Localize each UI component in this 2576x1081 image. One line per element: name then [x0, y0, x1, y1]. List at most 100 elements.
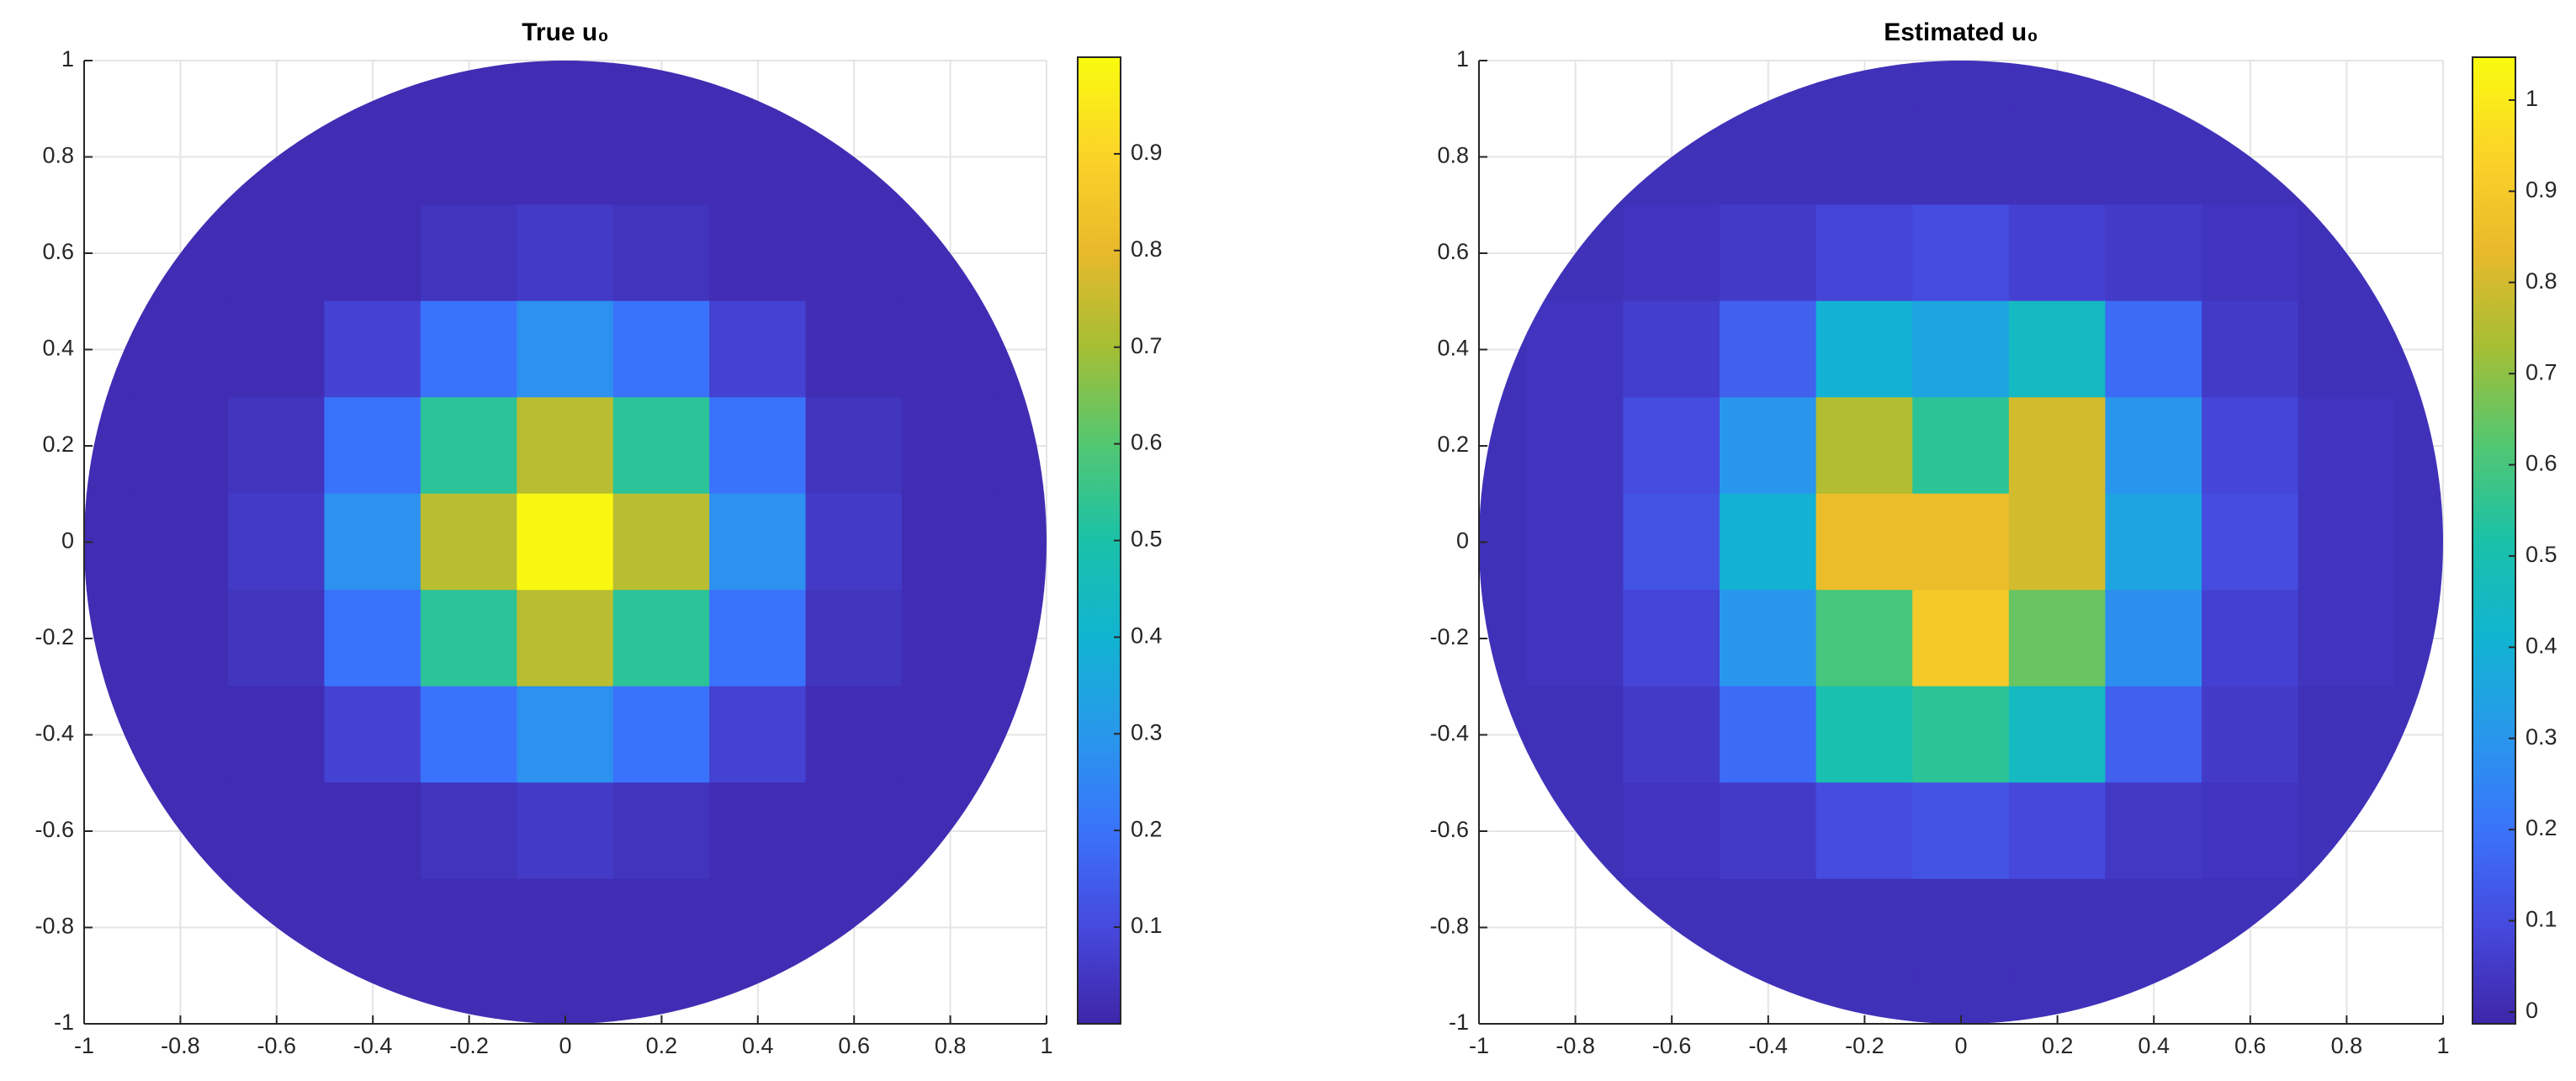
heat-cell — [1912, 782, 2011, 881]
y-tick-label: 1 — [61, 46, 74, 72]
heat-cell — [1720, 108, 1818, 206]
x-tick-label: 0 — [1954, 1033, 1967, 1058]
y-tick-label: 0.2 — [42, 432, 74, 457]
heat-cell — [1815, 493, 1914, 591]
x-tick-label: -0.4 — [353, 1033, 393, 1058]
heat-cell — [420, 300, 518, 399]
heat-cell — [1815, 204, 1914, 303]
heat-cell — [2298, 397, 2396, 495]
x-tick-label: 0.8 — [2331, 1033, 2363, 1058]
heat-cell — [1720, 397, 1818, 495]
heat-cell — [805, 686, 904, 784]
x-tick-label: 0 — [559, 1033, 571, 1058]
colorbar-tick-label: 0.5 — [2526, 542, 2557, 567]
heat-cell — [612, 878, 711, 977]
heat-cell — [228, 782, 326, 881]
x-tick-label: -1 — [1469, 1033, 1489, 1058]
heat-cell — [228, 493, 326, 591]
x-tick-label: -0.6 — [1652, 1033, 1692, 1058]
heat-cell — [612, 493, 711, 591]
heat-cell — [2105, 397, 2203, 495]
heat-cell — [324, 878, 422, 977]
x-tick-label: 0.2 — [646, 1033, 678, 1058]
heat-cell — [1623, 493, 1721, 591]
heat-cell — [2298, 590, 2396, 688]
heat-cell — [228, 686, 326, 784]
heat-cell — [420, 397, 518, 495]
heat-cell — [901, 300, 999, 399]
heat-cell — [1815, 686, 1914, 784]
heat-cell — [709, 590, 807, 688]
heat-cell — [2298, 493, 2396, 591]
heat-cell — [1526, 493, 1625, 591]
heat-cell — [709, 782, 807, 881]
heatmap-cells — [1479, 61, 2443, 1024]
heat-cell — [612, 397, 711, 495]
heat-cell — [1815, 782, 1914, 881]
heat-cell — [709, 878, 807, 977]
y-tick-label: -0.6 — [1429, 817, 1469, 842]
colorbar-tick-label: 0.4 — [1131, 623, 1163, 649]
heat-cell — [1526, 590, 1625, 688]
heat-cell — [1623, 686, 1721, 784]
y-tick-label: -0.2 — [1429, 624, 1469, 649]
y-tick-label: -0.2 — [34, 624, 74, 649]
heat-cell — [901, 686, 999, 784]
colorbar-tick-label: 0.1 — [2526, 907, 2557, 932]
heat-cell — [612, 686, 711, 784]
heat-cell — [2298, 300, 2396, 399]
heat-cell — [612, 782, 711, 881]
colorbar-tick-label: 0.9 — [2526, 177, 2557, 202]
heat-cell — [228, 300, 326, 399]
heat-cell — [1720, 300, 1818, 399]
heat-cell — [612, 300, 711, 399]
heat-cell — [2202, 397, 2300, 495]
heat-cell — [2008, 493, 2107, 591]
x-tick-label: 0.6 — [2234, 1033, 2266, 1058]
x-tick-label: -1 — [74, 1033, 94, 1058]
heat-cell — [1720, 204, 1818, 303]
colorbar-tick-label: 1 — [2526, 86, 2538, 111]
heat-cell — [420, 204, 518, 303]
heat-cell — [1526, 397, 1625, 495]
heat-cell — [131, 300, 230, 399]
y-tick-label: 0.4 — [1437, 336, 1469, 361]
x-tick-label: 0.4 — [2138, 1033, 2170, 1058]
heat-cell — [1720, 493, 1818, 591]
heat-cell — [2202, 493, 2300, 591]
heat-cell — [324, 204, 422, 303]
heat-cell — [2008, 108, 2107, 206]
x-tick-label: -0.6 — [257, 1033, 297, 1058]
heat-cell — [2105, 204, 2203, 303]
heat-cell — [420, 878, 518, 977]
colorbar-tick-label: 0.2 — [1131, 816, 1163, 841]
x-tick-label: 0.8 — [935, 1033, 967, 1058]
heat-cell — [2008, 204, 2107, 303]
colorbar-tick-label: 0.2 — [2526, 815, 2557, 840]
y-tick-label: 0.6 — [1437, 239, 1469, 264]
heat-cell — [2202, 590, 2300, 688]
heat-cell — [805, 782, 904, 881]
heat-cell — [1912, 204, 2011, 303]
heat-cell — [2105, 300, 2203, 399]
heat-cell — [805, 397, 904, 495]
heat-cell — [517, 686, 615, 784]
heat-cell — [517, 878, 615, 977]
colorbar-tick-label: 0.3 — [1131, 719, 1163, 745]
heat-cell — [2105, 686, 2203, 784]
heat-cell — [517, 204, 615, 303]
heat-cell — [1912, 108, 2011, 206]
y-tick-label: -0.4 — [1429, 721, 1469, 746]
heat-cell — [612, 590, 711, 688]
heat-cell — [420, 782, 518, 881]
heat-cell — [324, 782, 422, 881]
heat-cell — [228, 590, 326, 688]
colorbar-tick-label: 0 — [2526, 998, 2538, 1023]
heat-cell — [805, 300, 904, 399]
heat-cell — [2105, 782, 2203, 881]
y-tick-label: -0.6 — [34, 817, 74, 842]
heat-cell — [1815, 397, 1914, 495]
heat-cell — [324, 686, 422, 784]
heat-cell — [1526, 686, 1625, 784]
